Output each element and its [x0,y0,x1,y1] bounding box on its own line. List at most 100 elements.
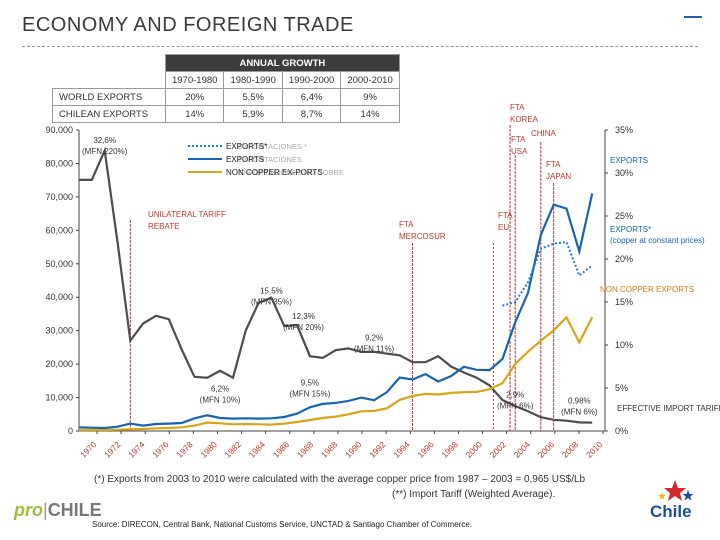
tariff-annotation: 15,5% [260,286,283,295]
y-tick-label-right: 5% [615,383,628,393]
series-label-tariff: EFFECTIVE IMPORT TARIFF ** [617,404,720,413]
tariff-annotation: (MFN 20%) [283,323,324,332]
y-tick-label-left: 70,000 [45,192,73,202]
logo-chile-text: CHILE [47,500,102,520]
exports-series-line [78,193,594,430]
y-tick-label-right: 30% [615,168,633,178]
x-tick-label: 1984 [247,439,268,460]
tariff-annotation: (MFN 6%) [497,401,534,410]
tariff-annotation: 12,3% [292,312,315,321]
legend-label: NON COPPER EX-PORTS [226,168,323,177]
legend-label: EXPORTS* [226,142,267,151]
tariff-annotation: 9,5% [301,378,319,387]
logo-separator: | [43,500,48,520]
x-tick-label: 2004 [512,439,533,460]
y-tick-label-right: 20% [615,254,633,264]
event-label: FTA [511,135,526,144]
tariff-annotation: (MFN 6%) [561,407,598,416]
prochile-logo: pro|CHILE [14,500,102,521]
tariff-footnote: (**) Import Tariff (Weighted Average). [392,489,556,500]
y-tick-label-left: 80,000 [45,158,73,168]
x-tick-label: 1998 [439,439,460,460]
x-tick-label: 1982 [223,439,244,460]
y-tick-label-right: 25% [615,211,633,221]
table-cell: 14% [340,105,400,123]
chile-brand-star-icon [658,480,694,501]
table-row: CHILEAN EXPORTS 14% 5,9% 8,7% 14% [52,105,400,123]
tariff-annotation: 9,2% [365,334,383,343]
event-label: FTA [546,160,561,169]
x-tick-label: 2010 [584,439,605,460]
y-tick-label-left: 40,000 [45,292,73,302]
annual-growth-table: ANNUAL GROWTH 1970-1980 1980-1990 1990-2… [52,54,400,123]
x-tick-label: 1988 [295,439,316,460]
chile-brand-text: Chile [650,502,692,521]
tariff-annotation: 2,9% [506,390,524,399]
series-label-exports-const-sub: (copper at constant prices) [610,236,705,245]
x-tick-label: 1972 [102,439,123,460]
series-label-exports: EXPORTS [610,156,648,165]
y-tick-label-left: 90,000 [45,125,73,135]
x-tick-label: 2002 [488,439,509,460]
top-accent-bar [684,16,702,18]
legend-ghost-label: EXPORTACIONES * [238,142,307,151]
y-tick-label-left: 60,000 [45,225,73,235]
event-label: USA [511,147,528,156]
title-divider [22,46,698,47]
x-tick-label: 1974 [126,439,147,460]
x-tick-label: 1986 [271,439,292,460]
event-label: REBATE [148,222,179,231]
x-tick-label: 2008 [560,439,581,460]
event-label: FTA [510,103,525,112]
tariff-annotation: (MFN 10%) [200,395,241,404]
x-tick-label: 1978 [174,439,195,460]
tariff-annotation: (MFN 220%) [82,147,128,156]
x-tick-label: 1992 [367,439,388,460]
y-tick-label-left: 30,000 [45,326,73,336]
event-label: JAPAN [546,172,571,181]
growth-table-header: ANNUAL GROWTH [165,54,400,72]
tariff-series-line [79,146,593,424]
exports-constant-series-line [502,240,593,307]
logo-pro-text: pro [14,500,43,520]
y-tick-label-right: 0% [615,426,628,436]
x-tick-label: 1988 [319,439,340,460]
event-label: KOREA [510,115,539,124]
x-tick-label: 1980 [198,439,219,460]
y-tick-label-right: 35% [615,125,633,135]
event-label: CHINA [531,129,557,138]
x-tick-label: 1976 [150,439,171,460]
event-label: MERCOSUR [399,232,446,241]
series-label-exports-const: EXPORTS* [610,225,651,234]
tariff-annotation: 6,2% [211,384,229,393]
x-tick-label: 1990 [343,439,364,460]
table-row: WORLD EXPORTS 20% 5,5% 6,4% 9% [52,88,400,106]
noncopper-series-line [79,315,594,432]
legend-ghost-label: EXPORTACIONES [238,155,302,164]
y-tick-label-right: 15% [615,297,633,307]
event-label: UNILATERAL TARIFF [148,210,226,219]
x-tick-label: 2006 [536,439,557,460]
tariff-annotation: (MFN 35%) [251,297,292,306]
x-tick-label: 1970 [78,439,99,460]
x-tick-label: 1994 [391,439,412,460]
x-tick-label: 2000 [463,439,484,460]
event-label: FTA [399,220,414,229]
series-label-noncopper: NON COPPER EXPORTS [600,285,694,294]
exports-footnote: (*) Exports from 2003 to 2010 were calcu… [94,474,586,485]
tariff-annotation: (MFN 11%) [354,345,395,354]
legend-ghost-label: EXPORTACIONES NO COBRE [238,168,344,177]
legend-label: EXPORTS [226,155,264,164]
event-label: FTA [498,211,513,220]
event-label: EU [498,223,509,232]
tariff-annotation: 32,6% [93,136,116,145]
exports-tariff-chart: 0 10,000 20,000 30,000 40,000 50,000 60,000 70,… [45,103,720,460]
y-tick-label-left: 0 [68,426,73,436]
y-tick-label-left: 20,000 [45,359,73,369]
source-note: Source: DIRECON, Central Bank, National … [92,520,472,529]
y-tick-label-right: 10% [615,340,633,350]
y-tick-label-left: 10,000 [45,393,73,403]
page-title: ECONOMY AND FOREIGN TRADE [22,14,354,36]
y-tick-label-left: 50,000 [45,259,73,269]
tariff-annotation: 0,98% [568,396,591,405]
